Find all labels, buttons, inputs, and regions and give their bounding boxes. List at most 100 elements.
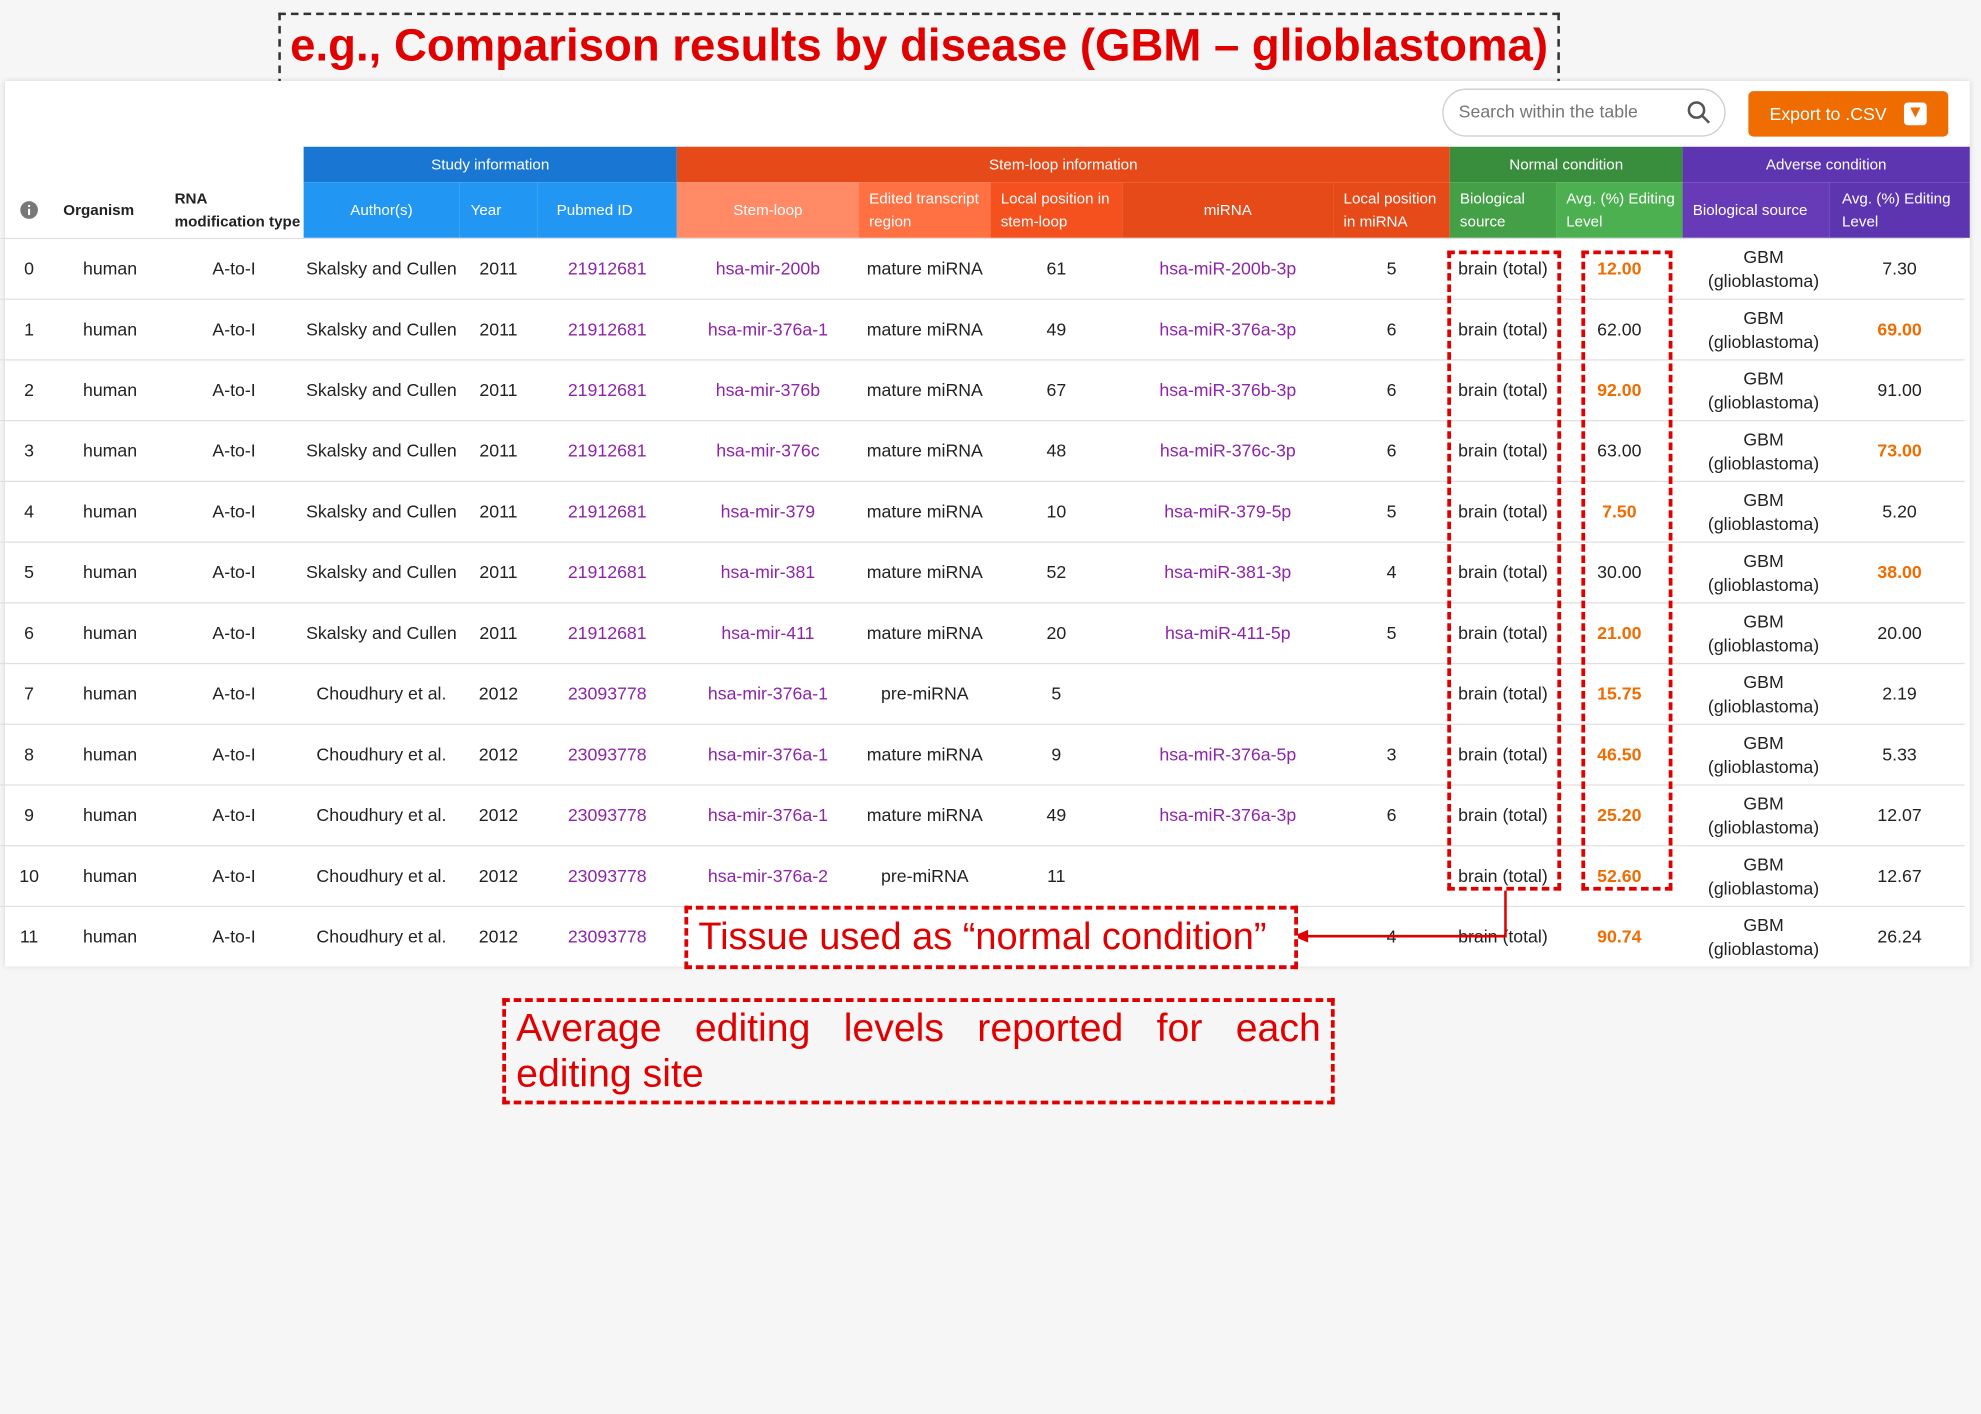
cell-author: Skalsky and Cullen [306, 622, 457, 643]
row-index: 9 [24, 804, 35, 825]
row-index: 0 [24, 258, 35, 279]
cell-local-position-stem: 49 [1046, 318, 1067, 340]
cell-stem-loop-link[interactable]: hsa-mir-376a-1 [707, 804, 828, 825]
cell-stem-loop-link[interactable]: hsa-mir-376b [715, 379, 821, 400]
col-pubmed-id[interactable]: Pubmed ID [537, 182, 677, 238]
col-year[interactable]: Year [459, 182, 538, 238]
cell-avg-editing-adverse: 91.00 [1877, 379, 1922, 400]
cell-mirna-link[interactable]: hsa-miR-376c-3p [1159, 440, 1296, 461]
cell-stem-loop-link[interactable]: hsa-mir-381 [720, 561, 816, 582]
row-index: 6 [24, 622, 35, 643]
cell-pubmed-link[interactable]: 21912681 [567, 500, 647, 522]
download-icon [1904, 102, 1928, 126]
export-csv-label: Export to .CSV [1769, 103, 1887, 124]
cell-stem-loop-link[interactable]: hsa-mir-379 [720, 500, 816, 522]
cell-rna-modification: A-to-I [212, 926, 256, 947]
cell-local-position-mirna: 5 [1386, 500, 1397, 522]
cell-biological-source-normal: brain (total) [1458, 440, 1548, 461]
cell-author: Choudhury et al. [316, 926, 447, 947]
search-input[interactable] [1456, 99, 1677, 123]
info-icon[interactable] [5, 182, 53, 238]
col-local-position-stem-loop[interactable]: Local position in stem-loop [990, 182, 1123, 238]
search-box[interactable] [1442, 88, 1726, 137]
cell-pubmed-link[interactable]: 23093778 [567, 743, 647, 765]
cell-mirna-link[interactable]: hsa-miR-411-5p [1164, 622, 1291, 643]
cell-pubmed-link[interactable]: 23093778 [567, 865, 647, 886]
cell-avg-editing-adverse: 7.30 [1882, 258, 1917, 279]
table-row: 3 human A-to-I Skalsky and Cullen 2011 219126… [0, 420, 1965, 481]
cell-stem-loop-link[interactable]: hsa-mir-376c [716, 440, 820, 461]
cell-pubmed-link[interactable]: 23093778 [567, 926, 647, 947]
cell-mirna-link[interactable]: hsa-miR-376a-3p [1159, 804, 1297, 825]
col-authors[interactable]: Author(s) [303, 182, 460, 238]
cell-rna-modification: A-to-I [212, 683, 256, 704]
cell-stem-loop-link[interactable]: hsa-mir-411 [721, 622, 815, 643]
cell-pubmed-link[interactable]: 21912681 [567, 379, 647, 400]
cell-stem-loop-link[interactable]: hsa-mir-376a-1 [707, 743, 828, 765]
cell-pubmed-link[interactable]: 23093778 [567, 683, 647, 704]
cell-avg-editing-adverse: 38.00 [1877, 561, 1922, 582]
cell-rna-modification: A-to-I [212, 258, 256, 279]
cell-year: 2011 [479, 622, 518, 643]
cell-edited-region: mature miRNA [866, 318, 983, 340]
cell-pubmed-link[interactable]: 21912681 [567, 440, 647, 461]
cell-biological-source-adverse: GBM (glioblastoma) [1707, 306, 1820, 352]
cell-pubmed-link[interactable]: 21912681 [567, 561, 647, 582]
cell-organism: human [82, 804, 138, 825]
col-stem-loop[interactable]: Stem-loop [676, 182, 860, 238]
cell-stem-loop-link[interactable]: hsa-mir-200b [715, 258, 821, 279]
annotation-title: e.g., Comparison results by disease (GBM… [290, 18, 1549, 71]
cell-avg-editing-normal: 25.20 [1597, 804, 1642, 825]
cell-avg-editing-adverse: 5.20 [1882, 500, 1917, 522]
cell-stem-loop-link[interactable]: hsa-mir-376a-1 [707, 318, 828, 340]
cell-mirna-link[interactable]: hsa-miR-376a-5p [1159, 743, 1297, 765]
col-mirna[interactable]: miRNA [1122, 182, 1334, 238]
cell-pubmed-link[interactable]: 21912681 [567, 258, 647, 279]
cell-organism: human [82, 622, 138, 643]
cell-year: 2012 [478, 804, 519, 825]
row-index: 1 [24, 318, 35, 340]
col-avg-editing-normal[interactable]: Avg. (%) Editing Level [1556, 182, 1683, 238]
annotation-tissue: Tissue used as “normal condition” [698, 915, 1267, 958]
cell-mirna-link[interactable]: hsa-miR-376b-3p [1159, 379, 1297, 400]
cell-author: Choudhury et al. [316, 743, 447, 765]
cell-stem-loop-link[interactable]: hsa-mir-376a-1 [707, 683, 828, 704]
col-avg-editing-adverse[interactable]: Avg. (%) Editing Level [1829, 182, 1970, 238]
cell-avg-editing-normal: 21.00 [1597, 622, 1642, 643]
cell-rna-modification: A-to-I [212, 440, 256, 461]
cell-biological-source-normal: brain (total) [1458, 500, 1548, 522]
col-organism[interactable]: Organism [63, 201, 135, 219]
cell-avg-editing-adverse: 73.00 [1877, 440, 1922, 461]
search-icon[interactable] [1686, 100, 1711, 125]
row-index: 8 [24, 743, 35, 765]
table-row: 2 human A-to-I Skalsky and Cullen 2011 219126… [0, 359, 1965, 420]
col-biological-source-normal[interactable]: Biological source [1449, 182, 1557, 238]
cell-local-position-mirna: 6 [1386, 318, 1397, 340]
cell-avg-editing-normal: 12.00 [1597, 258, 1642, 279]
cell-edited-region: mature miRNA [866, 622, 983, 643]
col-biological-source-adverse[interactable]: Biological source [1682, 182, 1830, 238]
cell-local-position-mirna: 5 [1386, 258, 1397, 279]
col-rna-modification-type[interactable]: RNA modification type [174, 189, 301, 231]
col-edited-transcript-region[interactable]: Edited transcript region [859, 182, 991, 238]
col-local-position-mirna[interactable]: Local position in miRNA [1333, 182, 1450, 238]
cell-pubmed-link[interactable]: 21912681 [567, 318, 647, 340]
cell-rna-modification: A-to-I [212, 318, 256, 340]
row-index: 3 [24, 440, 35, 461]
cell-rna-modification: A-to-I [212, 804, 256, 825]
cell-avg-editing-adverse: 5.33 [1882, 743, 1917, 765]
export-csv-button[interactable]: Export to .CSV [1748, 91, 1949, 137]
cell-mirna-link[interactable]: hsa-miR-376a-3p [1159, 318, 1297, 340]
cell-stem-loop-link[interactable]: hsa-mir-376a-2 [707, 865, 828, 886]
cell-mirna-link[interactable]: hsa-miR-379-5p [1164, 500, 1292, 522]
cell-pubmed-link[interactable]: 23093778 [567, 804, 647, 825]
cell-edited-region: pre-miRNA [880, 683, 969, 704]
cell-mirna-link[interactable]: hsa-miR-200b-3p [1159, 258, 1297, 279]
cell-mirna-link[interactable] [1122, 664, 1333, 723]
cell-year: 2011 [479, 379, 518, 400]
cell-edited-region: mature miRNA [866, 804, 983, 825]
annotation-avg-level-box [1581, 250, 1673, 891]
cell-pubmed-link[interactable]: 21912681 [567, 622, 647, 643]
cell-mirna-link[interactable]: hsa-miR-381-3p [1164, 561, 1292, 582]
table-row: 4 human A-to-I Skalsky and Cullen 2011 219126… [0, 480, 1965, 542]
